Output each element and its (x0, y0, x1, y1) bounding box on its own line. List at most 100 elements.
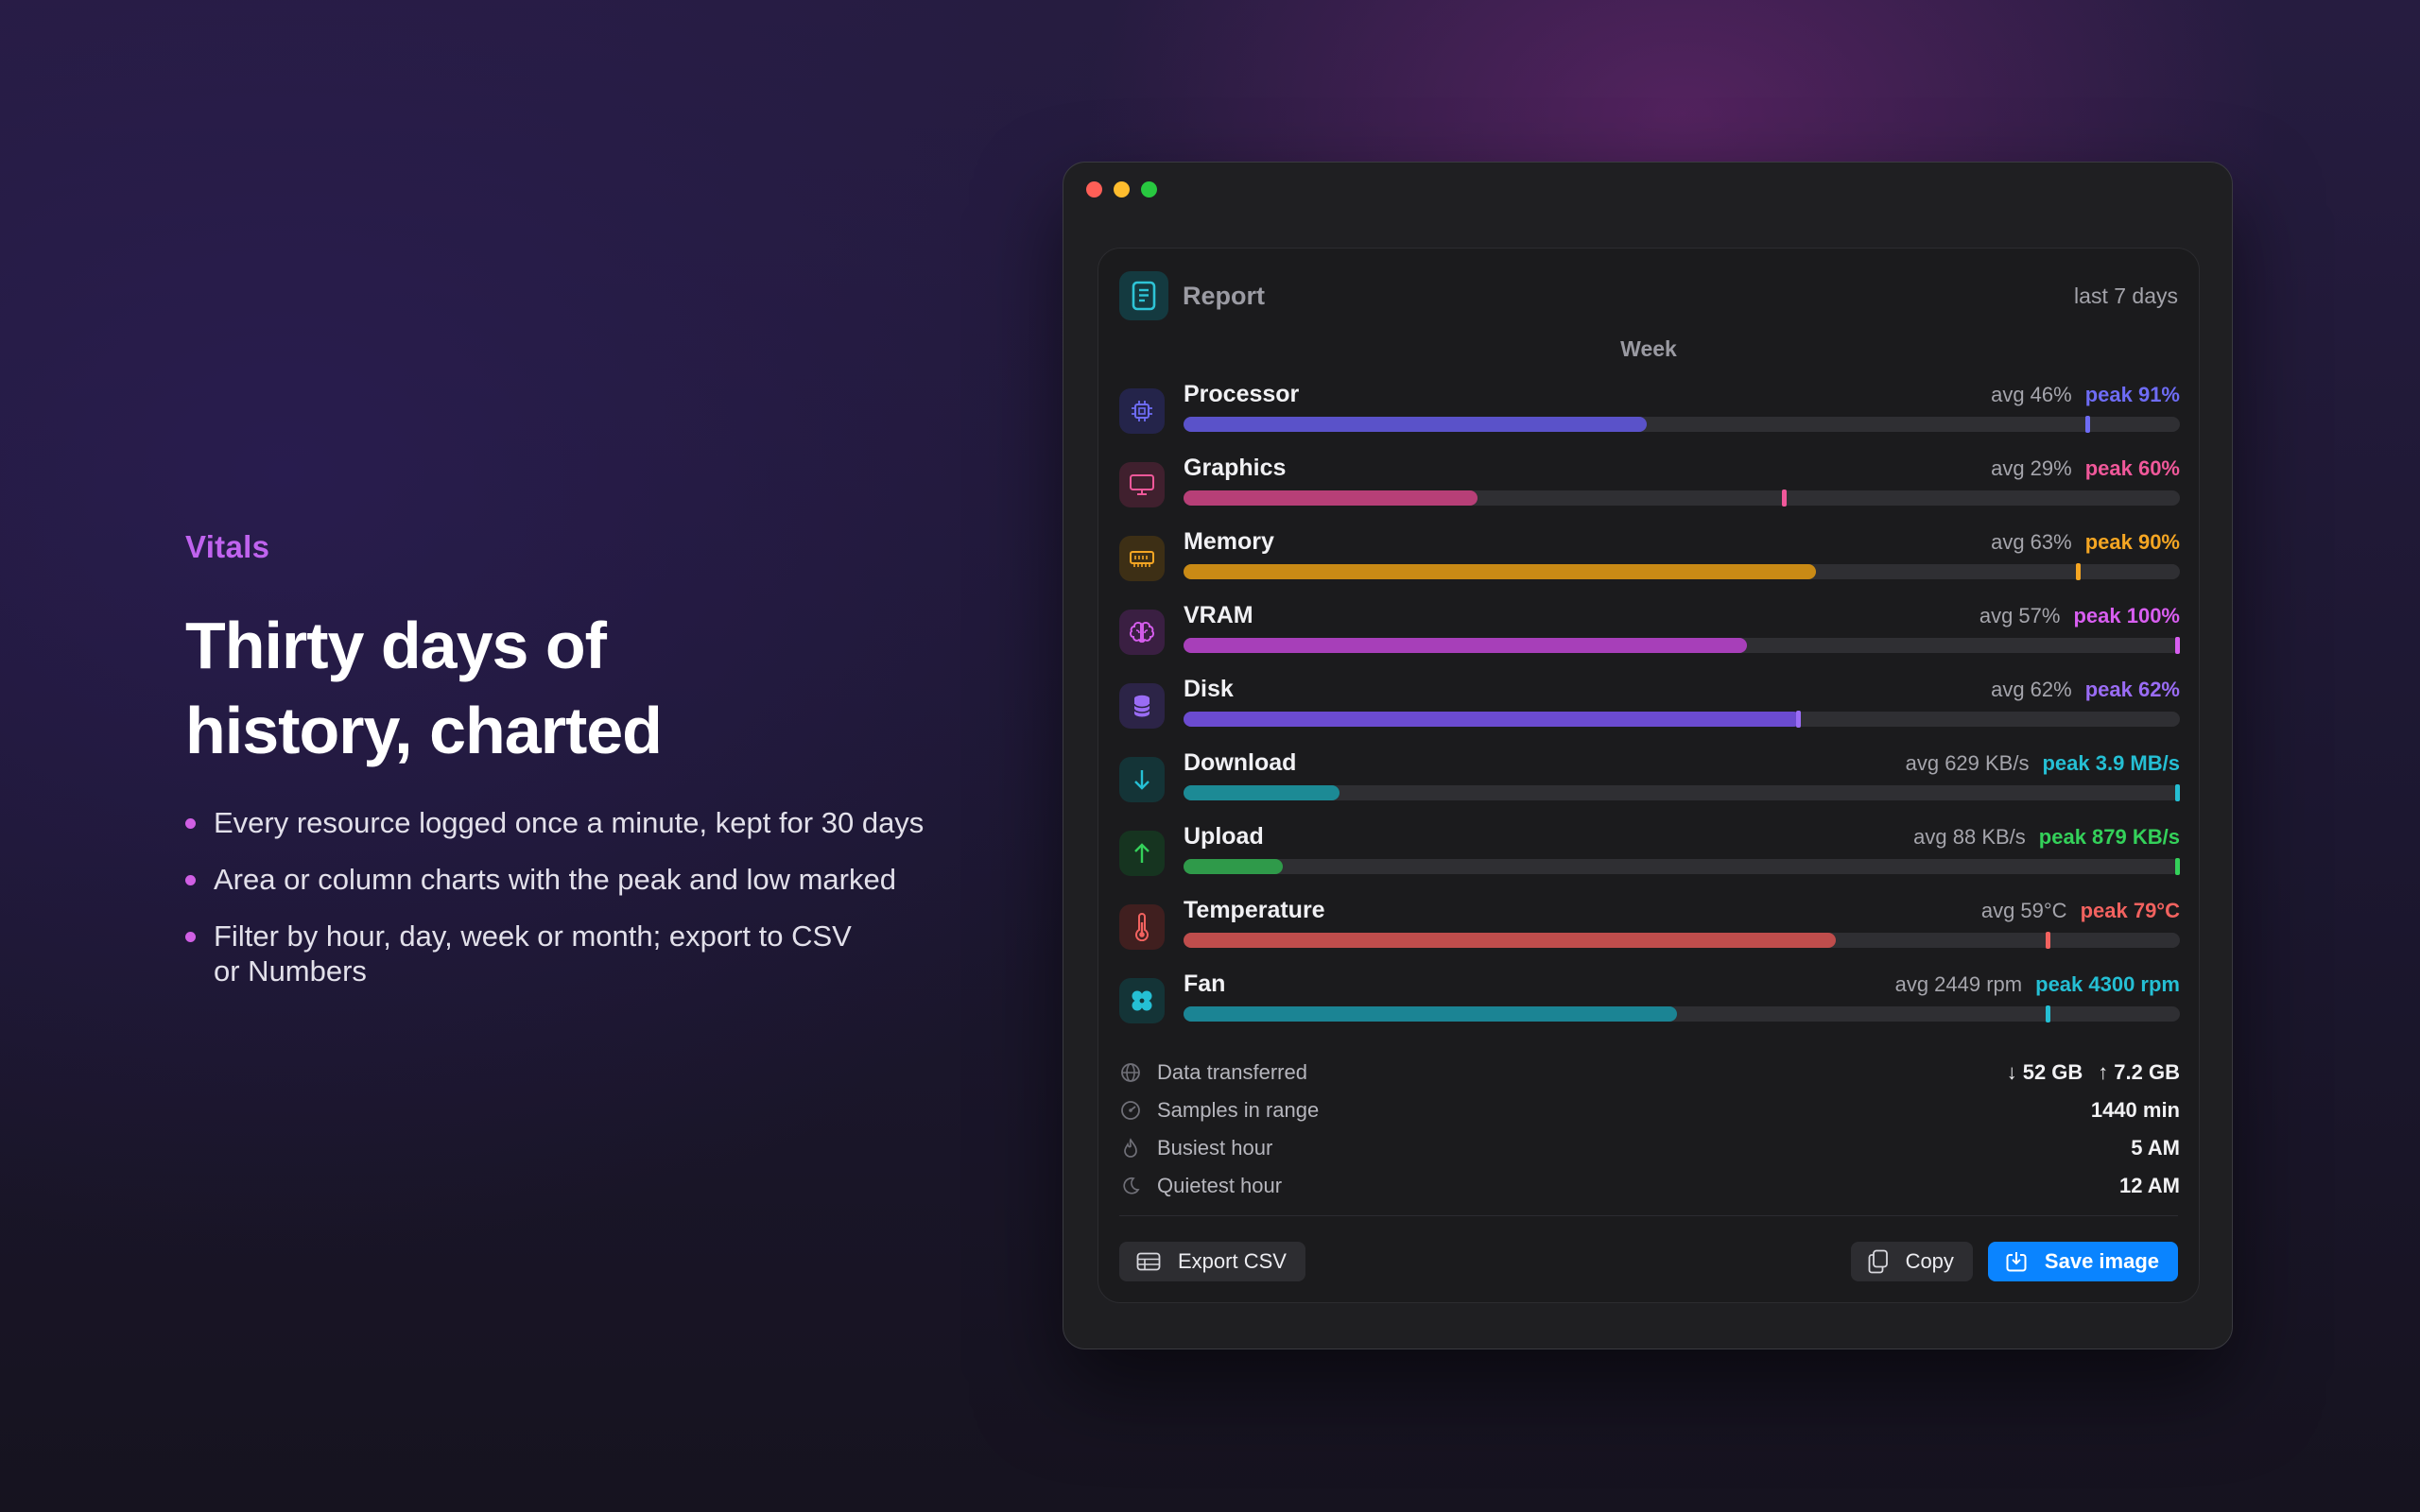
metric-avg-bar (1184, 638, 1747, 653)
metric-row-memory: Memory avg 63% peak 90% (1119, 528, 2180, 602)
zoom-window-button[interactable] (1141, 181, 1157, 198)
arrow-up-icon (1119, 831, 1165, 876)
hero-title-line-1: Thirty days of (185, 609, 607, 682)
metric-name: Upload (1184, 823, 1264, 850)
arrow-down-icon: ↓ (2006, 1060, 2017, 1084)
metric-stats: avg 59°C peak 79°C (1981, 899, 2180, 923)
metric-bar-track (1184, 563, 2180, 580)
metric-avg-bar (1184, 490, 1478, 506)
metric-row-download: Download avg 629 KB/s peak 3.9 MB/s (1119, 749, 2180, 823)
export-csv-button[interactable]: Export CSV (1119, 1242, 1305, 1281)
metric-peak-marker (2175, 784, 2180, 801)
metric-avg: avg 62% (1991, 678, 2072, 701)
metric-avg-bar (1184, 933, 1837, 948)
metric-peak-marker (1781, 490, 1787, 507)
copy-label: Copy (1905, 1249, 1954, 1273)
metric-stats: avg 88 KB/s peak 879 KB/s (1913, 825, 2180, 850)
metric-stats: avg 57% peak 100% (1979, 604, 2180, 628)
report-range: last 7 days (2074, 283, 2178, 308)
metric-row-upload: Upload avg 88 KB/s peak 879 KB/s (1119, 823, 2180, 897)
fan-icon (1119, 978, 1165, 1023)
window-controls (1086, 181, 1157, 198)
metric-peak: peak 79°C (2080, 899, 2180, 922)
feature-item: Filter by hour, day, week or month; expo… (185, 919, 866, 988)
metric-name: Memory (1184, 528, 1274, 555)
metric-row-disk: Disk avg 62% peak 62% (1119, 676, 2180, 749)
feature-item: Every resource logged once a minute, kep… (185, 805, 970, 840)
save-icon (2005, 1250, 2028, 1273)
chip-icon (1119, 388, 1165, 434)
metric-peak: peak 60% (2084, 456, 2180, 480)
metric-row-processor: Processor avg 46% peak 91% (1119, 381, 2180, 455)
metric-name: Processor (1184, 381, 1300, 407)
gauge-icon (1119, 1099, 1142, 1122)
copy-button[interactable]: Copy (1850, 1242, 1973, 1281)
metric-stats: avg 62% peak 62% (1991, 678, 2180, 702)
metric-peak: peak 91% (2084, 383, 2180, 406)
globe-icon (1119, 1061, 1142, 1084)
metric-name: Download (1184, 749, 1297, 776)
export-csv-label: Export CSV (1178, 1249, 1287, 1273)
metric-avg-bar (1184, 712, 1802, 727)
metric-name: Temperature (1184, 897, 1325, 923)
minimize-window-button[interactable] (1114, 181, 1130, 198)
summary-value: 12 AM (2119, 1174, 2180, 1197)
metric-avg-bar (1184, 564, 1817, 579)
metric-avg-bar (1184, 1006, 1677, 1022)
hero-title: Thirty days of history, charted (185, 603, 1017, 773)
metric-stats: avg 2449 rpm peak 4300 rpm (1895, 972, 2180, 997)
metric-peak: peak 62% (2084, 678, 2180, 701)
bullet-dot (185, 875, 196, 885)
arrow-up-icon: ↑ (2098, 1060, 2109, 1084)
hero-title-line-2: history, charted (185, 694, 663, 767)
metric-peak-marker (1796, 711, 1802, 728)
app-window: Report last 7 days Week Processor avg 46%… (1063, 162, 2233, 1349)
summary-value: ↓ 52 GB ↑ 7.2 GB (2007, 1060, 2180, 1085)
close-window-button[interactable] (1086, 181, 1102, 198)
metric-peak-marker (2075, 563, 2081, 580)
bullet-dot (185, 818, 196, 829)
metric-bar-track (1184, 416, 2180, 433)
metric-avg: avg 59°C (1980, 899, 2067, 922)
summary-row-data-transferred: Data transferred ↓ 52 GB ↑ 7.2 GB (1119, 1054, 2180, 1091)
summary-row-samples: Samples in range 1440 min (1119, 1091, 2180, 1129)
metric-name: Fan (1184, 971, 1226, 997)
metric-name: VRAM (1184, 602, 1253, 628)
metric-peak: peak 4300 rpm (2035, 972, 2180, 996)
feature-text: Filter by hour, day, week or month; expo… (214, 919, 852, 988)
hero-section: Vitals Thirty days of history, charted E… (185, 529, 1017, 1010)
save-image-button[interactable]: Save image (1987, 1242, 2178, 1281)
metric-peak-marker (2175, 858, 2180, 875)
metric-avg-bar (1184, 785, 1340, 800)
document-icon (1119, 271, 1168, 320)
metric-avg-bar (1184, 417, 1648, 432)
download-total: 52 GB (2022, 1060, 2083, 1084)
summary-row-busiest: Busiest hour 5 AM (1119, 1129, 2180, 1167)
report-footer: Export CSV Copy Save image (1119, 1242, 2178, 1281)
metric-bar-track (1184, 1005, 2180, 1022)
metric-stats: avg 46% peak 91% (1991, 383, 2180, 407)
metric-peak-marker (2045, 1005, 2050, 1022)
metric-bar-track (1184, 637, 2180, 654)
metric-avg: avg 46% (1991, 383, 2072, 406)
feature-text: Every resource logged once a minute, kep… (214, 806, 925, 839)
report-header: Report last 7 days (1119, 271, 2178, 320)
brain-icon (1119, 610, 1165, 655)
flame-icon (1119, 1137, 1142, 1160)
metric-peak-marker (2045, 932, 2050, 949)
summary-list: Data transferred ↓ 52 GB ↑ 7.2 GB Sample… (1119, 1054, 2180, 1205)
metric-peak: peak 3.9 MB/s (2042, 751, 2180, 775)
metric-avg-bar (1184, 859, 1284, 874)
metric-bar-track (1184, 711, 2180, 728)
metric-avg: avg 29% (1991, 456, 2072, 480)
report-panel: Report last 7 days Week Processor avg 46%… (1098, 248, 2200, 1303)
summary-label: Data transferred (1157, 1060, 1307, 1084)
display-icon (1119, 462, 1165, 507)
metric-row-temperature: Temperature avg 59°C peak 79°C (1119, 897, 2180, 971)
summary-value: 5 AM (2131, 1136, 2180, 1160)
metric-avg: avg 88 KB/s (1913, 825, 2026, 849)
metric-row-graphics: Graphics avg 29% peak 60% (1119, 455, 2180, 528)
metric-bar-track (1184, 858, 2180, 875)
copy-icon (1868, 1249, 1889, 1274)
moon-icon (1119, 1175, 1142, 1197)
